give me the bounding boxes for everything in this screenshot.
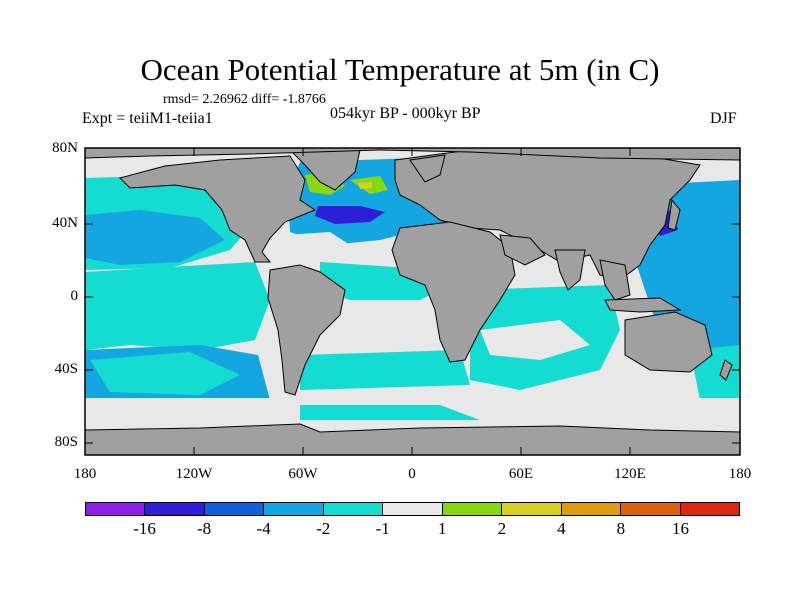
colorbar-cell [264,503,324,515]
india [554,249,586,291]
anomaly-tropical-pacific [85,262,270,350]
australia [624,311,713,373]
colorbar-label: -2 [316,519,331,538]
lat-label-40s: 40S [54,361,78,377]
anomaly-subtropical-atlantic [285,232,350,255]
colorbar-cell [323,503,384,515]
anomaly-irminger-yellow [358,182,372,189]
southeast-asia [599,259,631,301]
south-america [267,264,346,396]
arabia [499,234,546,266]
colorbar-label: 4 [557,519,566,538]
colorbar-label: -16 [133,519,156,538]
colorbar-label: 16 [671,519,689,538]
lon-label-60e: 60E [508,466,534,482]
colorbar-label: -1 [375,519,390,538]
colorbar-cell [145,503,205,515]
colorbar-label: 2 [497,519,507,538]
lat-label-0: 0 [70,288,79,304]
axis-ticks [84,147,741,455]
period-label: 054kyr BP - 000kyr BP [330,105,481,122]
anomaly-south-atlantic [300,350,470,390]
anomaly-south-pacific-cyan [90,352,240,395]
colorbar-cell [204,503,265,515]
lon-label-60w: 60W [288,466,318,482]
lat-label-40n: 40N [52,215,78,231]
season-label: DJF [710,110,737,127]
lon-label-120e: 120E [614,466,646,482]
eurasia [394,149,701,281]
colorbar-label: 1 [438,519,447,538]
lon-label-0: 0 [408,466,416,482]
lon-label-120w: 120W [175,466,213,482]
anomaly-indian-white [480,320,590,360]
experiment-label: Expt = teiiM1-teiia1 [82,110,213,127]
colorbar-label: 8 [616,519,626,538]
colorbar-label: -4 [256,519,271,538]
japan [667,198,681,231]
indonesia [604,297,682,313]
new-zealand [719,359,733,381]
lon-label-180w: 180 [73,466,97,482]
land-masses [84,147,741,456]
colorbar-cell [86,503,146,515]
map-title: Ocean Potential Temperature at 5m (in C) [140,52,660,87]
rmsd-diff-stats: rmsd= 2.26962 diff= -1.8766 [163,92,326,107]
colorbar-cell [442,503,503,515]
scandinavia [409,154,446,183]
lat-label-80s: 80S [54,434,78,450]
colorbar [85,502,740,516]
lon-label-180e: 180 [728,466,752,482]
colorbar-cell [680,503,739,515]
colorbar-cell [383,503,443,515]
anomaly-pacific-deep [85,210,225,265]
colorbar-label: -8 [196,519,212,538]
north-america [119,155,317,263]
anomaly-gulf-stream [315,206,385,224]
anomaly-southern-ocean-cyan [300,405,480,420]
africa [391,221,516,363]
colorbar-cell [621,503,681,515]
colorbar-cell [502,503,562,515]
anomaly-south-atlantic-white [330,305,445,355]
lat-label-80n: 80N [52,140,78,156]
colorbar-cell [561,503,622,515]
